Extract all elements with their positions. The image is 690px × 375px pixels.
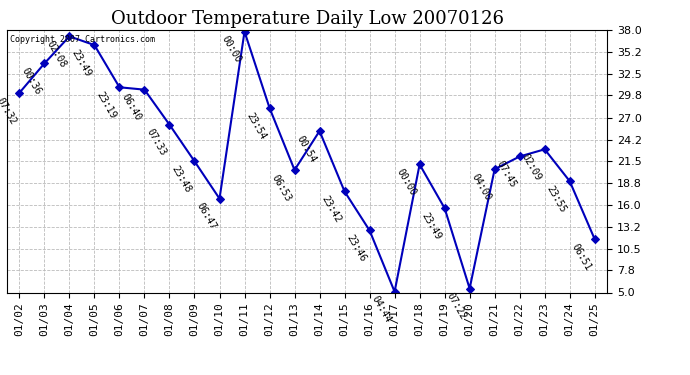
Text: 23:49: 23:49 <box>70 48 93 78</box>
Text: 07:22: 07:22 <box>445 291 469 322</box>
Text: 23:49: 23:49 <box>420 211 443 242</box>
Text: 04:00: 04:00 <box>470 172 493 202</box>
Text: 23:42: 23:42 <box>320 194 343 225</box>
Text: 00:54: 00:54 <box>295 134 318 164</box>
Text: 07:45: 07:45 <box>495 159 518 190</box>
Text: 02:09: 02:09 <box>520 152 543 183</box>
Text: 06:53: 06:53 <box>270 173 293 203</box>
Text: 00:00: 00:00 <box>220 34 243 65</box>
Text: 06:51: 06:51 <box>570 242 593 272</box>
Text: 00:00: 00:00 <box>395 167 418 198</box>
Text: 04:44: 04:44 <box>370 294 393 325</box>
Text: 06:47: 06:47 <box>195 201 218 232</box>
Text: Copyright 2007 Cartronics.com: Copyright 2007 Cartronics.com <box>10 35 155 44</box>
Text: 07:32: 07:32 <box>0 96 18 126</box>
Text: 23:19: 23:19 <box>95 90 118 120</box>
Text: 23:48: 23:48 <box>170 164 193 195</box>
Title: Outdoor Temperature Daily Low 20070126: Outdoor Temperature Daily Low 20070126 <box>110 10 504 28</box>
Text: 23:54: 23:54 <box>245 111 268 141</box>
Text: 23:46: 23:46 <box>345 233 368 264</box>
Text: 23:55: 23:55 <box>545 184 569 214</box>
Text: 02:08: 02:08 <box>45 39 68 70</box>
Text: 00:36: 00:36 <box>20 66 43 97</box>
Text: 06:40: 06:40 <box>120 92 143 123</box>
Text: 07:33: 07:33 <box>145 128 168 158</box>
